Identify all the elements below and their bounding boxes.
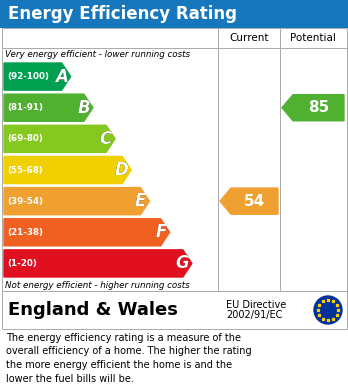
- Polygon shape: [4, 94, 93, 121]
- Text: The energy efficiency rating is a measure of the: The energy efficiency rating is a measur…: [6, 333, 241, 343]
- Text: A: A: [55, 68, 68, 86]
- Text: A: A: [55, 68, 68, 86]
- Text: lower the fuel bills will be.: lower the fuel bills will be.: [6, 373, 134, 384]
- Text: 85: 85: [308, 100, 329, 115]
- Text: E: E: [135, 192, 147, 210]
- Text: F: F: [155, 223, 167, 241]
- Polygon shape: [4, 63, 71, 90]
- Text: B: B: [77, 99, 90, 117]
- Text: Potential: Potential: [290, 33, 336, 43]
- Polygon shape: [4, 219, 169, 246]
- Polygon shape: [282, 95, 344, 121]
- Text: Energy Efficiency Rating: Energy Efficiency Rating: [8, 5, 237, 23]
- Polygon shape: [4, 188, 149, 215]
- Text: 2002/91/EC: 2002/91/EC: [226, 310, 282, 320]
- Text: overall efficiency of a home. The higher the rating: overall efficiency of a home. The higher…: [6, 346, 252, 357]
- Text: C: C: [100, 130, 112, 148]
- Circle shape: [314, 296, 342, 324]
- Text: G: G: [175, 255, 189, 273]
- Bar: [2, 28, 347, 291]
- Text: F: F: [155, 223, 167, 241]
- Text: G: G: [175, 255, 189, 273]
- Text: Current: Current: [229, 33, 269, 43]
- Text: D: D: [114, 161, 128, 179]
- Text: the more energy efficient the home is and the: the more energy efficient the home is an…: [6, 360, 232, 370]
- Polygon shape: [4, 125, 115, 152]
- Text: B: B: [77, 99, 90, 117]
- Polygon shape: [4, 156, 131, 183]
- Text: (92-100): (92-100): [7, 72, 49, 81]
- Text: (21-38): (21-38): [7, 228, 43, 237]
- Text: Very energy efficient - lower running costs: Very energy efficient - lower running co…: [5, 50, 190, 59]
- Text: England & Wales: England & Wales: [8, 301, 178, 319]
- Bar: [0, 0, 348, 28]
- Polygon shape: [4, 250, 192, 277]
- Polygon shape: [220, 188, 278, 214]
- Text: Not energy efficient - higher running costs: Not energy efficient - higher running co…: [5, 281, 190, 290]
- Text: (1-20): (1-20): [7, 259, 37, 268]
- Text: (39-54): (39-54): [7, 197, 43, 206]
- Text: EU Directive: EU Directive: [226, 300, 286, 310]
- Text: (69-80): (69-80): [7, 135, 43, 143]
- Text: 54: 54: [244, 194, 265, 209]
- Text: (81-91): (81-91): [7, 103, 43, 112]
- Bar: [2, 291, 347, 329]
- Text: E: E: [135, 192, 147, 210]
- Text: C: C: [100, 130, 112, 148]
- Text: (55-68): (55-68): [7, 165, 43, 174]
- Text: D: D: [114, 161, 128, 179]
